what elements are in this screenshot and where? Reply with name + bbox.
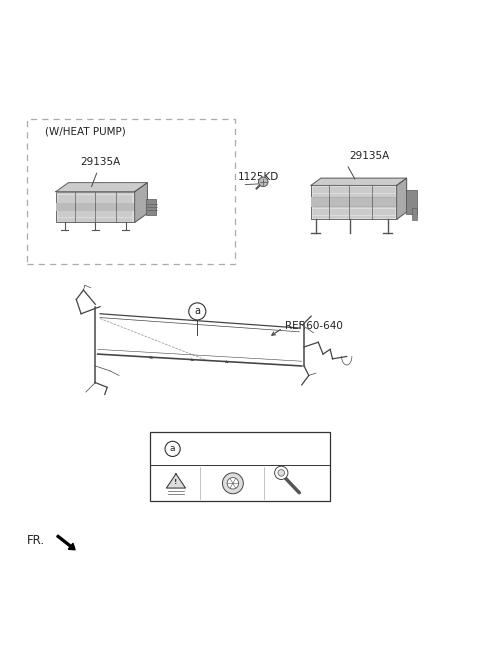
Circle shape bbox=[275, 466, 288, 480]
Text: !: ! bbox=[174, 479, 178, 485]
Text: FR.: FR. bbox=[26, 534, 45, 547]
Bar bbox=[56, 192, 135, 222]
Circle shape bbox=[259, 177, 268, 186]
Bar bbox=[311, 197, 396, 207]
Bar bbox=[56, 203, 135, 211]
Circle shape bbox=[189, 303, 206, 320]
Text: a: a bbox=[194, 306, 200, 316]
Bar bbox=[26, 119, 235, 264]
Bar bbox=[406, 190, 417, 214]
Text: REF.60-640: REF.60-640 bbox=[285, 321, 343, 331]
Polygon shape bbox=[311, 178, 407, 186]
Text: 29135A: 29135A bbox=[80, 157, 120, 167]
Text: a: a bbox=[170, 444, 175, 453]
Polygon shape bbox=[167, 474, 185, 488]
Polygon shape bbox=[396, 178, 407, 219]
Bar bbox=[150, 432, 330, 501]
Text: 25388L: 25388L bbox=[192, 444, 231, 454]
Bar bbox=[311, 186, 396, 219]
Text: (W/HEAT PUMP): (W/HEAT PUMP) bbox=[46, 127, 126, 137]
FancyArrow shape bbox=[57, 535, 75, 550]
Polygon shape bbox=[56, 182, 147, 192]
Bar bbox=[146, 199, 156, 215]
Circle shape bbox=[222, 473, 243, 494]
Circle shape bbox=[165, 441, 180, 457]
Circle shape bbox=[278, 470, 285, 476]
Text: 1125KD: 1125KD bbox=[238, 172, 279, 182]
Circle shape bbox=[227, 478, 239, 489]
Bar bbox=[412, 208, 418, 220]
Polygon shape bbox=[135, 182, 147, 222]
Text: 29135A: 29135A bbox=[349, 151, 389, 161]
